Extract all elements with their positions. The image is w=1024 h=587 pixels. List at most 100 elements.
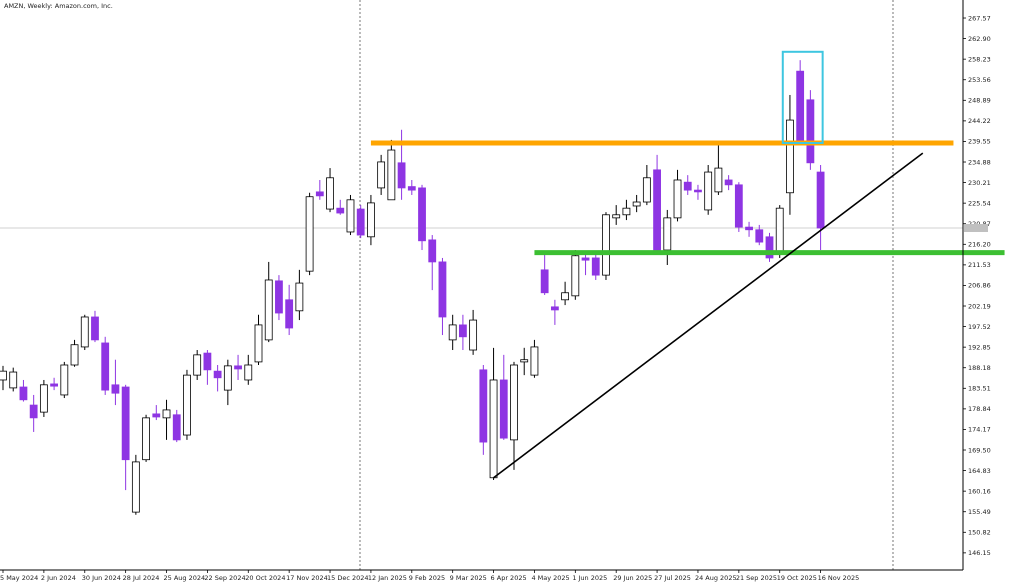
candle-body	[336, 207, 345, 214]
candle-body	[571, 255, 580, 297]
candle-body	[326, 177, 334, 210]
candle-body	[285, 299, 294, 329]
candle-body	[632, 201, 641, 207]
y-tick-label: 192.85	[968, 343, 991, 351]
x-tick-label: 28 Jul 2024	[123, 574, 160, 582]
candle-body	[510, 364, 518, 441]
candle-body	[448, 324, 457, 341]
x-tick-label: 24 Aug 2025	[695, 574, 737, 582]
candle-body	[152, 413, 161, 418]
candle-body	[60, 364, 69, 396]
x-tick-label: 9 Mar 2025	[450, 574, 487, 582]
candle-body	[458, 324, 467, 338]
candle-body	[50, 383, 58, 387]
candle-body	[499, 379, 508, 439]
candle-body	[203, 352, 212, 371]
y-tick-label: 178.84	[968, 405, 991, 413]
x-tick-label: 4 May 2025	[531, 574, 569, 582]
candle-body	[581, 257, 590, 261]
y-tick-label: 244.22	[968, 117, 991, 125]
candle-body	[19, 386, 28, 401]
candle-body	[479, 369, 488, 443]
y-tick-label: 164.83	[968, 467, 991, 475]
candle-body	[131, 461, 140, 513]
y-tick-label: 239.55	[968, 138, 991, 146]
highlight-box	[781, 50, 824, 144]
x-tick-label: 2 Jun 2024	[41, 574, 76, 582]
candle-body	[213, 370, 222, 379]
y-tick-label: 169.50	[968, 446, 991, 454]
x-tick-label: 5 May 2024	[0, 574, 38, 582]
candle-body	[80, 316, 89, 348]
x-tick-label: 17 Nov 2024	[286, 574, 328, 582]
x-tick-label: 20 Oct 2024	[245, 574, 285, 582]
y-tick-label: 197.52	[968, 323, 991, 331]
x-tick-label: 1 Jun 2025	[572, 574, 607, 582]
candle-body	[469, 319, 478, 351]
candle-body	[520, 359, 529, 363]
x-tick-label: 25 Aug 2024	[164, 574, 206, 582]
candle-body	[796, 70, 805, 144]
candle-body	[612, 214, 621, 219]
candle-body	[775, 207, 784, 253]
candle-body	[70, 344, 79, 366]
x-tick-label: 19 Oct 2025	[777, 574, 817, 582]
candle-body	[9, 371, 18, 389]
candle-body	[407, 186, 416, 191]
candle-body	[91, 316, 99, 341]
y-tick-label: 262.90	[968, 35, 991, 43]
x-tick-label: 9 Feb 2025	[409, 574, 445, 582]
y-tick-label: 258.23	[968, 55, 991, 63]
y-tick-label: 234.88	[968, 158, 991, 166]
candle-body	[356, 208, 365, 236]
candle-body	[121, 386, 130, 461]
candle-body	[193, 354, 202, 376]
candle-body	[418, 187, 426, 242]
x-tick-label: 27 Jul 2025	[654, 574, 691, 582]
chart-title: AMZN, Weekly: Amazon.com, Inc.	[4, 2, 113, 10]
candle-body	[653, 169, 661, 251]
candle-body	[183, 374, 191, 436]
x-tick-label: 6 Apr 2025	[491, 574, 527, 582]
y-tick-label: 202.19	[968, 302, 991, 310]
candle-body	[0, 370, 7, 381]
candle-body	[29, 404, 38, 419]
plot-area	[0, 50, 1005, 515]
candle-body	[734, 184, 743, 228]
candle-body	[683, 181, 692, 191]
candle-body	[162, 409, 171, 419]
candle-body	[377, 161, 386, 189]
candle-body	[642, 177, 651, 203]
candle-body	[622, 207, 631, 216]
x-tick-label: 22 Sep 2024	[204, 574, 245, 582]
candle-body	[39, 384, 48, 413]
y-tick-label: 183.51	[968, 385, 991, 393]
candle-body	[264, 279, 273, 341]
candle-body	[489, 379, 498, 479]
candle-body	[428, 239, 437, 263]
candle-body	[816, 171, 825, 229]
y-tick-label: 267.57	[968, 14, 991, 22]
y-tick-label: 248.89	[968, 97, 991, 105]
candle-body	[765, 236, 774, 259]
trendline	[493, 152, 924, 479]
candle-body	[223, 365, 232, 391]
candle-body	[295, 282, 304, 312]
y-tick-label: 216.20	[968, 241, 991, 249]
y-tick-label: 253.56	[968, 76, 991, 84]
candle-body	[673, 179, 682, 219]
candle-body	[346, 199, 355, 233]
y-tick-label: 150.82	[968, 529, 991, 537]
candle-body	[694, 189, 702, 193]
y-tick-label: 155.49	[968, 508, 991, 516]
x-tick-label: 29 Jun 2025	[613, 574, 652, 582]
x-tick-label: 16 Nov 2025	[818, 574, 860, 582]
x-tick-label: 15 Dec 2024	[327, 574, 369, 582]
candle-body	[714, 167, 723, 193]
candle-body	[254, 324, 263, 363]
candle-body	[704, 171, 713, 211]
y-tick-label: 211.53	[968, 261, 991, 269]
candle-body	[550, 306, 559, 311]
